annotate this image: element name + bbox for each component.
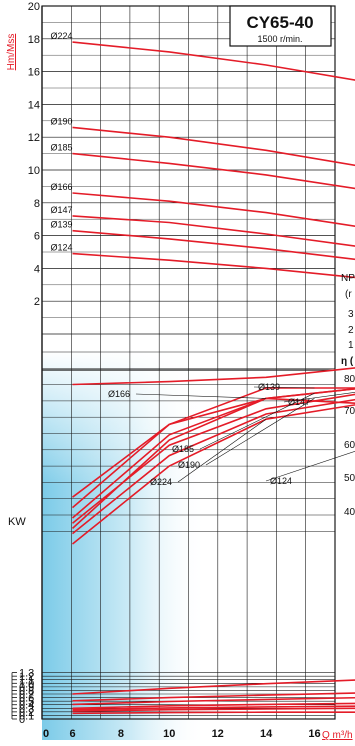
efficiency-curve [71,393,355,524]
flow-tick-label: 8 [118,728,124,740]
power-tick-label: 0.7 [19,689,34,701]
head-curve [72,41,355,81]
head-tick-label: 8 [34,198,40,210]
efficiency-curve-label: Ø224 [150,477,172,487]
side-label: η ( [341,356,354,367]
axes: 246810121416182000.10.20.30.40.50.60.70.… [11,1,321,740]
head-curve-label: Ø190 [51,116,73,126]
head-curve-label: Ø224 [51,31,73,41]
head-tick-label: 20 [28,1,40,13]
side-label: 1 [348,340,354,351]
flow-tick-label: 16 [308,728,320,740]
side-label: 80 [344,374,355,385]
head-axis-label: Hm/Mss [6,34,17,71]
power-curve [72,707,355,712]
power-axis-label: KW [8,516,26,528]
efficiency-curve-label: Ø166 [108,389,130,399]
head-curve [72,229,355,261]
power-tick-label: 0.4 [19,700,34,712]
power-tick-label: 0.6 [19,693,34,705]
power-curve [72,702,355,710]
side-label: NP [341,273,355,284]
flow-tick-label: 10 [163,728,175,740]
head-curve-label: Ø139 [51,220,73,230]
head-curve-label: Ø185 [51,143,73,153]
head-curve [72,192,355,228]
efficiency-curve-label: Ø185 [172,444,194,454]
chart-subtitle: 1500 r/min. [257,34,302,44]
head-curve [72,215,355,247]
head-tick-label: 2 [34,296,40,308]
efficiency-curve-label: Ø190 [178,460,200,470]
head-tick-label: 12 [28,132,40,144]
head-tick-label: 4 [34,263,40,275]
flow-tick-label: 6 [69,728,75,740]
efficiency-curve-label: Ø139 [258,382,280,392]
label-leader [265,450,355,482]
flow-tick-label: 12 [212,728,224,740]
flow-tick-label: 0 [43,728,49,740]
power-tick-label: 0.1 [19,710,34,722]
power-tick-label: 1.2 [19,671,34,683]
power-tick-label: 1.3 [19,668,34,680]
power-tick-label: 0.8 [19,685,34,697]
power-curve [72,679,355,695]
power-curve [72,705,355,711]
head-curve-label: Ø124 [51,243,73,253]
efficiency-curve-label: Ø124 [270,476,292,486]
side-label: 50 [344,473,355,484]
label-leader [205,398,315,466]
head-tick-label: 10 [28,165,40,177]
head-curve [72,152,355,190]
head-tick-label: 16 [28,67,40,79]
head-curve-label: Ø166 [51,182,73,192]
head-tick-label: 6 [34,231,40,243]
power-tick-label: 0.2 [19,707,34,719]
power-tick-label: 0.9 [19,682,34,694]
head-curve-label: Ø147 [51,205,73,215]
power-curve [72,696,355,706]
side-label: 60 [344,440,355,451]
power-tick-label: 1.1 [19,675,34,687]
flow-tick-label: 14 [260,728,273,740]
label-leader [199,392,315,450]
side-label: 70 [344,406,355,417]
side-label: (r [345,289,352,300]
power-tick-label: 0.3 [19,703,34,715]
title-box [229,5,332,47]
flow-axis-label: Q m³/h [322,730,353,741]
efficiency-curve-label: Ø147 [288,397,310,407]
chart-title: CY65-40 [246,13,313,32]
head-curve [72,252,355,279]
power-tick-label: 1.0 [19,678,34,690]
side-label: 3 [348,309,354,320]
power-tick-label: 0 [19,714,25,726]
npsh-curve [72,367,355,386]
side-label: 40 [344,507,355,518]
head-tick-label: 18 [28,34,40,46]
head-tick-label: 14 [28,99,40,111]
label-leader [177,418,267,483]
efficiency-curve [71,387,355,509]
power-curve [72,711,355,715]
label-leader [135,393,267,399]
power-tick-label: 0.5 [19,696,34,708]
head-curve [72,126,355,167]
plot-frame [41,5,336,720]
label-leader [253,386,315,389]
efficiency-curve [71,398,355,535]
side-label: 2 [348,325,354,336]
power-curve [72,692,355,702]
